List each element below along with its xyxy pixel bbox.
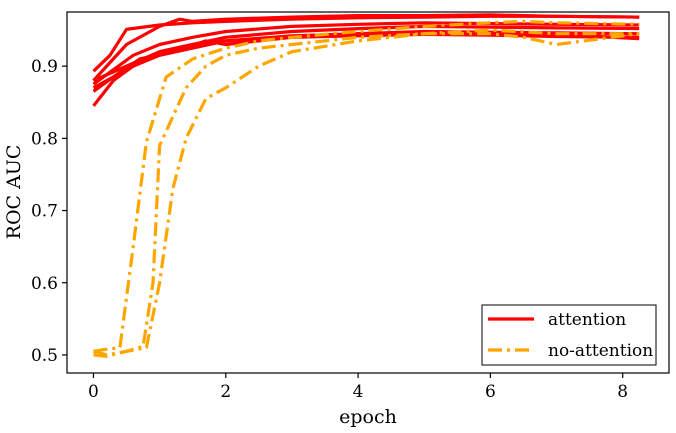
series-line-no-attention-9 — [93, 28, 640, 357]
x-tick-label: 2 — [220, 382, 231, 402]
y-tick-label: 0.6 — [31, 274, 58, 294]
y-tick-label: 0.7 — [31, 202, 58, 222]
x-tick-label: 8 — [617, 382, 628, 402]
legend-box — [481, 304, 657, 366]
legend-label-no-attention: no-attention — [548, 341, 653, 361]
legend: attention no-attention — [481, 304, 657, 366]
x-tick-label: 0 — [88, 382, 99, 402]
x-axis-label: epoch — [339, 406, 397, 428]
series-line-attention-2 — [92, 21, 640, 86]
x-tick-label: 6 — [485, 382, 496, 402]
y-tick-label: 0.5 — [31, 346, 58, 366]
series-line-no-attention-7 — [93, 19, 640, 353]
series-line-no-attention-8 — [93, 32, 640, 358]
y-tick-label: 0.9 — [31, 57, 58, 77]
series-layer — [92, 13, 640, 358]
y-tick-label: 0.8 — [31, 129, 58, 149]
y-axis-label: ROC AUC — [3, 145, 25, 240]
x-tick-label: 4 — [353, 382, 364, 402]
plot-area-frame — [66, 11, 670, 374]
series-line-attention-1 — [92, 13, 640, 82]
ticks-layer: 0 2 4 6 8 0.5 0.6 0.7 0.8 0.9 — [31, 57, 628, 402]
legend-label-attention: attention — [548, 310, 626, 330]
